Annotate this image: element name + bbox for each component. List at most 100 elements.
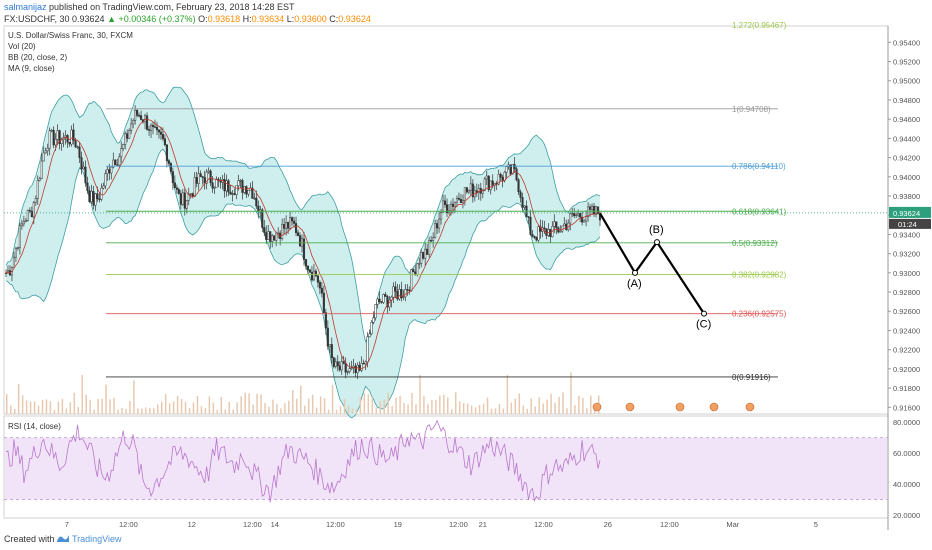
volume-bar xyxy=(303,405,306,414)
candle-body xyxy=(169,163,172,172)
candle-body xyxy=(354,365,357,373)
volume-bar xyxy=(224,409,227,414)
candle-body xyxy=(205,171,208,184)
candle-body xyxy=(406,289,409,291)
event-flag-icon xyxy=(592,402,602,412)
candle-body xyxy=(366,336,369,363)
candle-body xyxy=(489,180,492,191)
volume-bar xyxy=(133,380,135,414)
candle-body xyxy=(404,289,407,298)
volume-bar xyxy=(272,399,274,414)
candle-body xyxy=(378,298,381,302)
event-flag-icon xyxy=(625,402,635,412)
candle-body xyxy=(108,169,111,174)
candle-body xyxy=(140,115,143,120)
candle-body xyxy=(467,189,470,193)
candle-body xyxy=(253,197,256,200)
candle-body xyxy=(561,225,564,232)
volume-bar xyxy=(490,408,493,414)
volume-bar xyxy=(41,399,44,414)
candle-body xyxy=(575,214,578,217)
fib-label: 0.5(0.93312) xyxy=(732,239,778,248)
candle-body xyxy=(330,344,333,358)
candle-body xyxy=(209,170,212,184)
candle-body xyxy=(342,361,345,364)
volume-bar xyxy=(311,394,314,414)
volume-bar xyxy=(216,409,219,414)
price-tick-label: 0.94200 xyxy=(893,154,920,163)
candle-body xyxy=(322,292,325,313)
candle-body xyxy=(402,296,405,299)
tradingview-logo-icon xyxy=(57,535,69,542)
publish-info: published on TradingView.com, February 2… xyxy=(49,2,295,12)
candle-body xyxy=(589,206,592,210)
author-name[interactable]: salmanijaz xyxy=(4,2,47,12)
volume-bar xyxy=(29,401,32,414)
time-tick-label: 19 xyxy=(394,520,402,529)
volume-bar xyxy=(478,405,481,414)
candle-body xyxy=(374,304,377,319)
candle-body xyxy=(517,179,520,193)
candle-body xyxy=(283,224,286,229)
bollinger-upper-line xyxy=(5,86,601,343)
candle-body xyxy=(159,131,163,135)
candle-body xyxy=(275,232,278,241)
candle-body xyxy=(146,115,149,130)
tradingview-brand[interactable]: TradingView xyxy=(72,534,122,544)
indicator-legend: U.S. Dollar/Swiss Franc, 30, FXCM Vol (2… xyxy=(8,31,133,431)
candle-body xyxy=(235,185,238,195)
candle-body xyxy=(231,193,234,195)
time-tick-label: 7 xyxy=(65,520,69,529)
candle-body xyxy=(358,364,361,371)
wave-projection-line xyxy=(599,212,705,315)
candle-body xyxy=(523,205,526,208)
price-tick-label: 0.94600 xyxy=(893,115,920,124)
volume-bar xyxy=(359,397,362,414)
volume-bar xyxy=(236,402,238,414)
volume-bar xyxy=(180,398,183,414)
volume-bar xyxy=(546,399,548,414)
candle-body xyxy=(416,263,419,276)
candle-body xyxy=(559,230,562,233)
volume-bar xyxy=(482,403,485,414)
volume-bar xyxy=(498,404,501,414)
candle-body xyxy=(384,294,387,297)
candle-body xyxy=(481,190,484,194)
volume-bar xyxy=(566,408,568,414)
candle-body xyxy=(102,185,105,189)
candle-body xyxy=(165,144,168,161)
candle-body xyxy=(577,213,580,216)
volume-bar xyxy=(411,392,413,414)
volume-bar xyxy=(355,409,358,414)
volume-bar xyxy=(21,395,24,414)
candle-body xyxy=(410,269,413,292)
wave-point xyxy=(701,310,707,317)
candle-body xyxy=(420,252,423,264)
candle-body xyxy=(151,124,155,127)
volume-bar xyxy=(61,398,64,414)
time-tag-box xyxy=(889,218,931,229)
volume-bar xyxy=(538,397,540,414)
rsi-tick-label: 20.0000 xyxy=(893,511,920,520)
price-chart[interactable]: U.S. Dollar/Swiss Franc, 30, FXCM Vol (2… xyxy=(0,0,932,530)
candle-body xyxy=(52,129,55,146)
candle-body xyxy=(80,157,83,170)
candle-body xyxy=(581,216,584,223)
symbol-label: FX:USDCHF, 30 xyxy=(4,14,70,24)
candle-body xyxy=(213,187,216,189)
volume-bar xyxy=(53,409,56,414)
candle-body xyxy=(531,234,534,237)
price-tick-label: 0.93000 xyxy=(893,269,920,278)
volume-bar xyxy=(502,408,505,414)
close-value: 0.93624 xyxy=(338,14,371,24)
price-tick-label: 0.94000 xyxy=(893,173,920,182)
time-axis: 7 12:00 12 12:00 14 12:00 19 12:00 21 12:00 26 12:0… xyxy=(65,520,818,529)
quote-line: FX:USDCHF, 30 0.93624 ▲ +0.00346 (+0.37%… xyxy=(4,14,371,24)
candle-body xyxy=(356,364,359,373)
price-tag-box xyxy=(889,206,931,218)
volume-bar xyxy=(89,399,91,414)
candle-body xyxy=(96,193,99,200)
candle-body xyxy=(555,221,558,228)
volume-bar xyxy=(443,394,445,414)
volume-bar xyxy=(93,409,95,414)
